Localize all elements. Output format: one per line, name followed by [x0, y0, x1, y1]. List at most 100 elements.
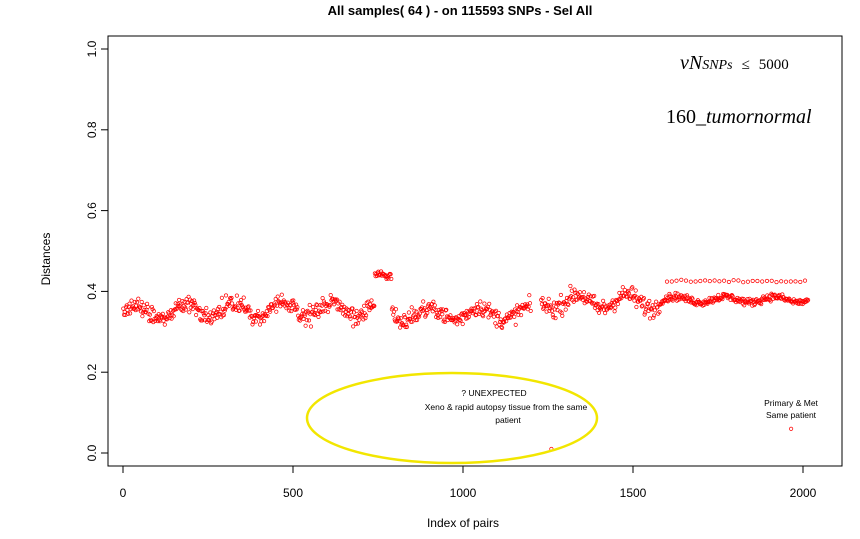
unexpected-line2: patient — [495, 415, 521, 425]
data-point — [619, 296, 624, 301]
data-point — [255, 308, 261, 313]
data-point — [547, 308, 552, 313]
data-point — [388, 272, 393, 277]
data-point — [670, 298, 675, 303]
data-point — [659, 301, 664, 306]
data-point — [141, 303, 146, 308]
data-point — [307, 302, 312, 308]
y-tick-label: 1.0 — [85, 40, 99, 57]
data-point — [579, 295, 585, 300]
data-point — [398, 316, 403, 321]
data-point — [410, 319, 415, 324]
data-point — [363, 316, 368, 321]
data-point — [272, 303, 278, 308]
data-point — [236, 301, 241, 306]
data-point — [455, 322, 460, 327]
data-point — [226, 299, 231, 305]
data-point — [194, 312, 199, 318]
unexpected-line1: Xeno & rapid autopsy tissue from the sam… — [425, 402, 588, 412]
data-point — [550, 312, 555, 317]
data-point — [241, 295, 246, 300]
data-point — [279, 292, 284, 297]
y-axis-label: Distances — [39, 233, 53, 286]
data-point — [252, 313, 257, 318]
data-point — [417, 311, 422, 316]
data-point — [586, 294, 591, 299]
primary-line1: Primary & Met — [764, 398, 818, 408]
data-point — [185, 300, 190, 305]
data-point — [234, 293, 239, 298]
data-point — [642, 312, 647, 317]
data-point — [402, 313, 407, 318]
data-point — [806, 297, 811, 303]
data-point — [364, 313, 369, 318]
data-point — [779, 279, 784, 284]
data-point — [789, 426, 794, 431]
data-point — [413, 318, 418, 323]
y-tick-label: 0.6 — [85, 202, 99, 219]
data-point — [362, 303, 367, 308]
data-point — [760, 279, 765, 284]
data-point — [596, 302, 601, 307]
data-point — [552, 300, 557, 305]
data-point — [596, 310, 602, 315]
data-point — [313, 307, 318, 312]
data-point — [265, 314, 270, 319]
data-point — [793, 279, 798, 284]
data-point — [300, 308, 305, 313]
formula-main: vN — [680, 52, 704, 74]
data-point — [759, 302, 764, 307]
data-point — [138, 305, 143, 310]
data-point — [442, 319, 448, 324]
data-point — [438, 315, 443, 320]
data-point — [609, 305, 614, 310]
data-point — [320, 296, 325, 301]
data-point — [187, 310, 192, 315]
data-point — [487, 301, 492, 306]
data-point — [147, 312, 152, 317]
data-point — [248, 308, 253, 313]
data-point — [321, 299, 326, 304]
data-point — [553, 316, 558, 321]
data-point — [651, 315, 656, 320]
data-point — [177, 297, 182, 302]
data-point — [328, 293, 333, 298]
data-point — [402, 315, 407, 320]
data-point — [673, 290, 678, 295]
data-point — [478, 299, 483, 304]
data-point — [496, 310, 501, 315]
data-point — [731, 278, 736, 283]
data-point — [688, 279, 693, 284]
data-point — [412, 308, 417, 313]
data-point — [134, 300, 139, 305]
data-point — [516, 312, 521, 317]
data-point — [145, 304, 150, 309]
data-point — [218, 309, 223, 314]
formula-subscript: SNPs — [702, 58, 733, 73]
data-point — [456, 314, 461, 319]
data-point — [160, 311, 165, 316]
data-point — [139, 299, 144, 304]
y-axis: 0.0 0.2 0.4 0.6 0.8 1.0 — [85, 40, 108, 461]
data-point — [273, 296, 278, 302]
data-point — [328, 303, 333, 308]
data-point — [409, 305, 414, 310]
data-point — [295, 305, 300, 310]
x-tick-label: 0 — [120, 486, 127, 500]
x-tick-label: 1000 — [450, 486, 477, 500]
data-point — [644, 305, 649, 310]
data-point — [664, 279, 670, 284]
data-point — [611, 302, 616, 308]
data-point — [129, 298, 134, 303]
data-point — [348, 316, 353, 321]
data-point — [247, 308, 252, 313]
data-point — [571, 295, 576, 300]
y-tick-label: 0.2 — [85, 364, 99, 381]
data-point — [386, 276, 391, 281]
data-point — [783, 279, 789, 284]
data-point — [712, 278, 717, 283]
data-point — [613, 305, 618, 310]
data-point — [308, 324, 314, 329]
data-point — [549, 304, 554, 309]
data-point — [190, 307, 195, 312]
